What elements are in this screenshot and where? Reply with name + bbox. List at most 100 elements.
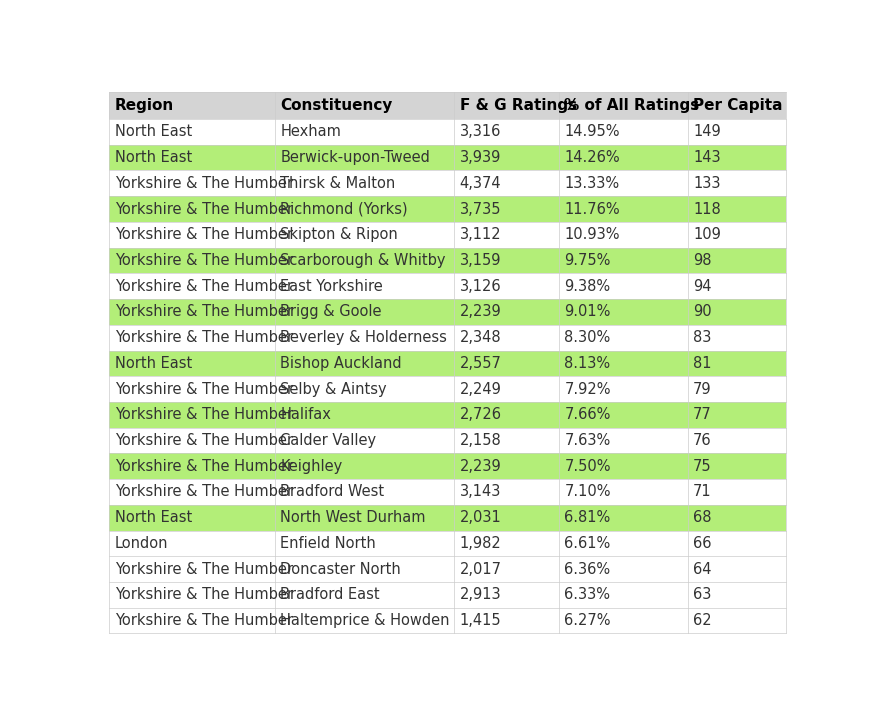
Bar	[275, 531, 454, 556]
Text: 63: 63	[693, 587, 711, 602]
Bar	[688, 222, 786, 248]
Bar	[109, 93, 275, 119]
Text: 2,017: 2,017	[459, 562, 502, 577]
Text: 2,239: 2,239	[459, 304, 501, 320]
Bar	[109, 196, 275, 222]
Text: 8.30%: 8.30%	[565, 330, 611, 345]
Text: 3,112: 3,112	[459, 227, 501, 242]
Text: Yorkshire & The Humber: Yorkshire & The Humber	[114, 279, 292, 294]
Text: Bishop Auckland: Bishop Auckland	[280, 356, 402, 371]
Text: Yorkshire & The Humber: Yorkshire & The Humber	[114, 382, 292, 397]
Bar	[275, 222, 454, 248]
Text: 14.95%: 14.95%	[565, 124, 620, 140]
Text: 7.50%: 7.50%	[565, 459, 611, 474]
Bar	[454, 273, 559, 299]
Bar	[688, 196, 786, 222]
Text: North East: North East	[114, 150, 192, 165]
Text: 2,348: 2,348	[459, 330, 501, 345]
Bar	[454, 248, 559, 273]
Text: 75: 75	[693, 459, 711, 474]
Text: 2,913: 2,913	[459, 587, 501, 602]
Bar	[688, 428, 786, 453]
Bar	[275, 505, 454, 531]
Bar	[109, 402, 275, 428]
Bar	[454, 351, 559, 376]
Bar	[559, 556, 688, 582]
Bar	[109, 428, 275, 453]
Text: Skipton & Ripon: Skipton & Ripon	[280, 227, 398, 242]
Bar	[454, 556, 559, 582]
Bar	[109, 556, 275, 582]
Bar	[109, 299, 275, 325]
Text: 98: 98	[693, 253, 711, 268]
Bar	[109, 505, 275, 531]
Text: 77: 77	[693, 407, 711, 422]
Text: 1,982: 1,982	[459, 536, 501, 551]
Bar	[559, 376, 688, 402]
Bar	[109, 351, 275, 376]
Text: Yorkshire & The Humber: Yorkshire & The Humber	[114, 176, 292, 191]
Bar	[275, 93, 454, 119]
Bar	[454, 299, 559, 325]
Text: 94: 94	[693, 279, 711, 294]
Text: 11.76%: 11.76%	[565, 202, 620, 217]
Bar	[109, 582, 275, 608]
Bar	[688, 145, 786, 171]
Text: 76: 76	[693, 433, 711, 448]
Text: Yorkshire & The Humber: Yorkshire & The Humber	[114, 459, 292, 474]
Text: 7.92%: 7.92%	[565, 382, 611, 397]
Bar	[109, 171, 275, 196]
Text: % of All Ratings: % of All Ratings	[565, 98, 700, 114]
Bar	[559, 273, 688, 299]
Text: 143: 143	[693, 150, 720, 165]
Text: Yorkshire & The Humber: Yorkshire & The Humber	[114, 330, 292, 345]
Bar	[454, 582, 559, 608]
Text: Bradford West: Bradford West	[280, 484, 384, 500]
Bar	[559, 196, 688, 222]
Bar	[275, 171, 454, 196]
Text: Halifax: Halifax	[280, 407, 331, 422]
Bar	[559, 93, 688, 119]
Text: Thirsk & Malton: Thirsk & Malton	[280, 176, 395, 191]
Text: 149: 149	[693, 124, 721, 140]
Text: Berwick-upon-Tweed: Berwick-upon-Tweed	[280, 150, 430, 165]
Text: Hexham: Hexham	[280, 124, 341, 140]
Bar	[559, 222, 688, 248]
Bar	[275, 376, 454, 402]
Text: Keighley: Keighley	[280, 459, 342, 474]
Bar	[688, 273, 786, 299]
Bar	[109, 145, 275, 171]
Text: 14.26%: 14.26%	[565, 150, 620, 165]
Text: North East: North East	[114, 510, 192, 525]
Bar	[454, 608, 559, 633]
Text: 3,939: 3,939	[459, 150, 501, 165]
Text: 81: 81	[693, 356, 711, 371]
Text: Selby & Aintsy: Selby & Aintsy	[280, 382, 387, 397]
Text: Yorkshire & The Humber: Yorkshire & The Humber	[114, 562, 292, 577]
Text: 9.01%: 9.01%	[565, 304, 611, 320]
Bar	[559, 505, 688, 531]
Bar	[109, 222, 275, 248]
Bar	[688, 171, 786, 196]
Bar	[109, 376, 275, 402]
Text: North West Durham: North West Durham	[280, 510, 426, 525]
Text: Richmond (Yorks): Richmond (Yorks)	[280, 202, 408, 217]
Bar	[109, 273, 275, 299]
Bar	[688, 119, 786, 145]
Bar	[559, 428, 688, 453]
Bar	[559, 608, 688, 633]
Bar	[454, 428, 559, 453]
Bar	[688, 505, 786, 531]
Bar	[275, 479, 454, 505]
Bar	[559, 145, 688, 171]
Text: 1,415: 1,415	[459, 613, 501, 628]
Bar	[275, 299, 454, 325]
Bar	[559, 531, 688, 556]
Bar	[275, 325, 454, 351]
Bar	[275, 402, 454, 428]
Text: 90: 90	[693, 304, 711, 320]
Bar	[688, 376, 786, 402]
Text: 79: 79	[693, 382, 711, 397]
Text: 64: 64	[693, 562, 711, 577]
Text: 133: 133	[693, 176, 720, 191]
